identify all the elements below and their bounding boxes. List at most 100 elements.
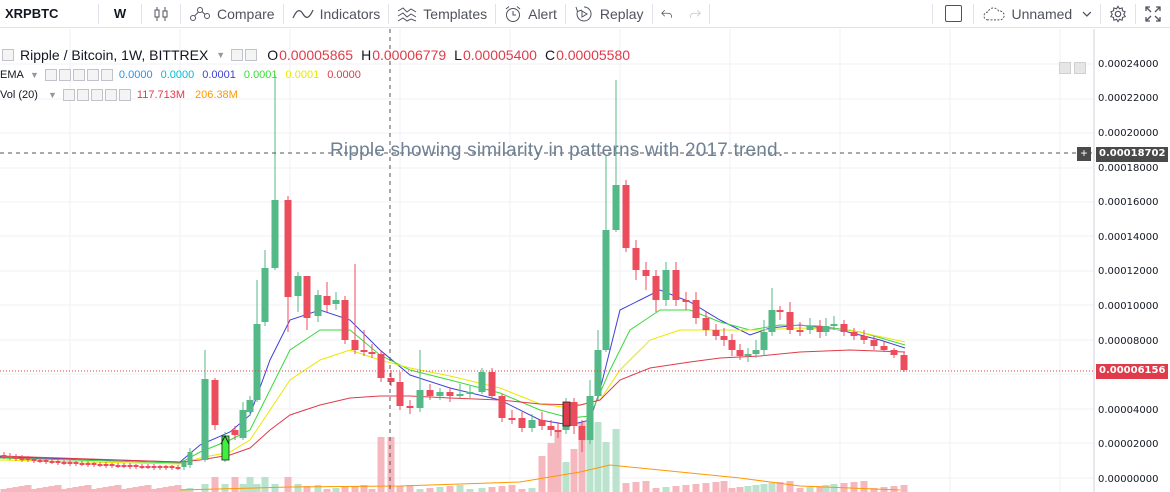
compare-button[interactable]: Compare [181, 0, 283, 28]
price-chart[interactable] [0, 29, 1170, 492]
square-icon [944, 5, 962, 22]
volume-bar [231, 477, 239, 492]
source-code-icon[interactable] [90, 89, 103, 101]
source-code-icon[interactable] [72, 69, 85, 81]
add-icon[interactable] [104, 89, 117, 101]
volume-bar [796, 488, 804, 492]
volume-bar [72, 487, 80, 492]
candle-body [157, 466, 163, 468]
alert-button[interactable]: Alert [496, 0, 565, 28]
candle-body [880, 346, 888, 350]
candle-body [736, 350, 744, 356]
candle-body [97, 464, 103, 466]
candle-body [436, 392, 444, 396]
last-price-tag: 0.00006156 [1096, 364, 1169, 379]
close-icon[interactable] [118, 89, 131, 101]
volume-bar [314, 485, 322, 492]
candle-body [151, 466, 157, 468]
volume-bar [162, 487, 170, 492]
volume-bar [78, 486, 86, 492]
replay-button[interactable]: Replay [566, 0, 652, 28]
add-alert-plus-icon[interactable]: + [1077, 147, 1091, 161]
volume-bar [760, 484, 768, 492]
candle-body [830, 324, 838, 326]
volume-bar [387, 437, 395, 492]
candle-body [43, 460, 49, 462]
replay-label: Replay [599, 5, 644, 22]
chart-pane[interactable] [0, 29, 1170, 492]
volume-bar [768, 483, 776, 492]
candle-body [760, 332, 768, 350]
settings-small-icon[interactable] [58, 69, 71, 81]
volume-legend: Vol (20) ▼ 117.713M 206.38M [0, 85, 630, 105]
volume-bar [426, 488, 434, 492]
volume-bar [114, 485, 122, 492]
fullscreen-button[interactable] [1136, 0, 1170, 28]
caret-down-icon[interactable]: ▼ [48, 90, 57, 100]
close-icon[interactable] [100, 69, 113, 81]
indicators-button[interactable]: Indicators [284, 0, 389, 28]
volume-bar [446, 486, 454, 492]
volume-bar [138, 486, 146, 492]
volume-bar [488, 487, 496, 492]
volume-bar [554, 430, 562, 492]
candle-body [728, 340, 736, 350]
candle-body [547, 426, 555, 430]
volume-bar [246, 477, 254, 492]
candle-body [786, 312, 794, 330]
volume-bar [632, 482, 640, 492]
volume-bar [508, 485, 516, 492]
candle-body [652, 276, 660, 300]
candle-body [37, 460, 43, 462]
chart-style-button[interactable] [142, 0, 180, 28]
candle-body [377, 354, 385, 378]
caret-down-icon[interactable]: ▼ [30, 70, 39, 80]
high-value: 0.00006779 [372, 47, 447, 63]
toolbar-divider [495, 3, 497, 24]
move-pane-down-icon[interactable] [1074, 62, 1086, 74]
layout-name-button[interactable]: Unnamed [974, 0, 1100, 28]
candle-body [7, 456, 13, 458]
candle-body [85, 463, 91, 465]
volume-bar [36, 488, 44, 492]
candle-body [870, 340, 878, 346]
candle-body [456, 394, 464, 396]
volume-bar [622, 483, 630, 492]
hide-small-icon[interactable] [245, 49, 258, 61]
redo-button[interactable] [681, 0, 709, 28]
candle-body [61, 462, 67, 464]
volume-bar [816, 486, 824, 492]
volume-bar [612, 429, 620, 492]
add-icon[interactable] [86, 69, 99, 81]
settings-small-icon[interactable] [231, 49, 244, 61]
templates-button[interactable]: Templates [389, 0, 495, 28]
volume-bar [323, 489, 331, 492]
symbol-search[interactable]: XRPBTC [5, 6, 59, 21]
candle-body [776, 310, 784, 312]
volume-bar [672, 486, 680, 492]
interval-button[interactable]: W [113, 6, 127, 21]
expand-icon [1145, 5, 1161, 22]
candle-body [163, 466, 169, 468]
settings-button[interactable] [1101, 0, 1135, 28]
undo-button[interactable] [653, 0, 681, 28]
candle-body [109, 464, 115, 466]
chart-text-annotation[interactable]: Ripple showing similarity in patterns wi… [330, 140, 784, 161]
settings-small-icon[interactable] [76, 89, 89, 101]
eye-icon[interactable] [62, 89, 75, 101]
eye-icon[interactable] [44, 69, 57, 81]
price-axis-label: 0.00012000 [1098, 266, 1159, 278]
volume-bar [396, 486, 404, 492]
fullscreen-layout-button[interactable] [933, 0, 973, 28]
volume-bar [662, 487, 670, 492]
volume-name: Vol (20) [0, 89, 38, 101]
toolbar-divider [388, 3, 390, 24]
open-value: 0.00005865 [279, 47, 354, 63]
move-pane-up-icon[interactable] [1059, 62, 1071, 74]
toolbar-divider [180, 3, 181, 24]
caret-down-icon[interactable]: ▼ [216, 50, 226, 60]
ema-name: EMA [0, 69, 24, 81]
volume-bar [744, 486, 752, 492]
eye-icon[interactable] [2, 49, 14, 61]
volume-bar [498, 486, 506, 492]
